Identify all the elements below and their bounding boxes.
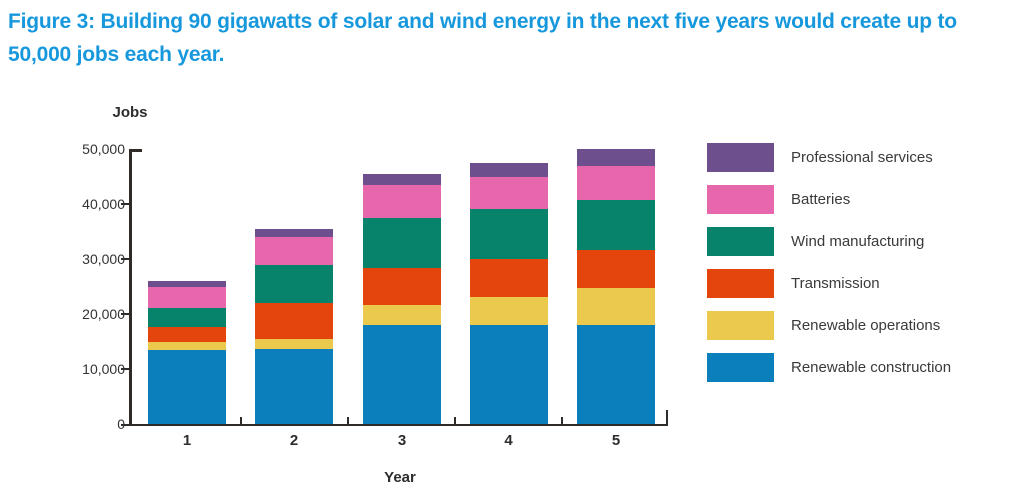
- legend-swatch: [707, 353, 774, 382]
- bar-year-2: [255, 228, 333, 424]
- y-tick-label: 40,000: [82, 196, 125, 213]
- legend-label: Professional services: [791, 149, 933, 166]
- legend-item: Renewable operations: [707, 311, 951, 340]
- bar-segment: [469, 325, 548, 424]
- legend-label: Wind manufacturing: [791, 233, 925, 250]
- x-tick-label: 3: [397, 432, 407, 449]
- x-tick-label: 4: [504, 432, 513, 449]
- x-tick: [239, 416, 242, 424]
- bar-segment: [577, 288, 655, 326]
- bar-segment: [363, 185, 441, 218]
- legend-label: Renewable operations: [791, 317, 941, 334]
- y-tick: [121, 203, 129, 206]
- bar-segment: [148, 326, 226, 343]
- figure-title: Figure 3: Building 90 gigawatts of solar…: [8, 5, 1020, 71]
- bar-segment: [255, 338, 333, 350]
- bar-segment: [363, 267, 441, 306]
- bar-year-1: [148, 281, 226, 424]
- bar-year-5: [577, 149, 655, 424]
- bar-segment: [255, 237, 333, 265]
- x-tick-label: 5: [611, 432, 621, 449]
- x-axis-title: Year: [384, 469, 416, 486]
- bar-segment: [148, 281, 226, 287]
- x-tick-label: 1: [182, 432, 192, 449]
- x-tick: [347, 416, 349, 424]
- legend-label: Renewable construction: [791, 359, 952, 376]
- bar-segment: [469, 176, 548, 209]
- bar-segment: [469, 163, 548, 177]
- bar-segment: [148, 286, 226, 309]
- bar-year-4: [469, 163, 548, 424]
- legend-item: Renewable construction: [707, 353, 951, 382]
- x-axis-end-stub: [665, 410, 668, 424]
- bar-segment: [255, 228, 333, 238]
- y-tick: [121, 368, 129, 371]
- legend-item: Batteries: [707, 185, 951, 214]
- x-tick: [454, 416, 457, 424]
- y-axis-line: [129, 149, 132, 424]
- legend-swatch: [707, 227, 774, 256]
- legend-item: Professional services: [707, 143, 951, 172]
- y-tick-label: 30,000: [82, 251, 125, 268]
- legend-item: Transmission: [707, 269, 951, 298]
- bar-segment: [255, 349, 333, 424]
- bar-segment: [577, 249, 655, 289]
- bar-segment: [577, 165, 655, 200]
- legend-label: Transmission: [791, 275, 880, 292]
- bar-segment: [363, 325, 441, 424]
- bar-segment: [363, 217, 441, 268]
- legend-label: Batteries: [791, 191, 851, 208]
- y-tick: [121, 258, 129, 261]
- bar-segment: [577, 149, 655, 166]
- chart-legend: Professional services Batteries Wind manuf…: [707, 143, 951, 395]
- y-tick-label: 0: [117, 416, 125, 432]
- legend-swatch: [707, 269, 774, 298]
- bar-segment: [469, 297, 548, 326]
- x-tick: [561, 416, 564, 424]
- x-axis-line: [121, 423, 668, 426]
- bar-segment: [469, 208, 548, 260]
- bar-segment: [148, 342, 226, 350]
- y-axis-top-stub: [129, 149, 142, 152]
- bar-segment: [577, 325, 655, 424]
- bar-segment: [469, 259, 548, 298]
- y-tick-label: 20,000: [82, 306, 125, 323]
- bar-segment: [363, 174, 441, 185]
- legend-swatch: [707, 143, 774, 172]
- y-tick-label: 10,000: [82, 361, 125, 378]
- bar-segment: [148, 349, 226, 424]
- bar-segment: [255, 303, 333, 339]
- legend-swatch: [707, 311, 774, 340]
- figure-title-line-2: 50,000 jobs each year.: [8, 43, 225, 66]
- bar-segment: [577, 199, 655, 250]
- figure-title-line-1: Figure 3: Building 90 gigawatts of solar…: [8, 10, 957, 33]
- legend-swatch: [707, 185, 774, 214]
- bar-segment: [148, 308, 226, 327]
- bar-segment: [255, 264, 333, 304]
- y-tick: [121, 313, 129, 316]
- y-axis-title: Jobs: [112, 104, 148, 121]
- bar-segment: [363, 305, 441, 326]
- x-tick-label: 2: [289, 432, 299, 449]
- y-tick-label: 50,000: [82, 141, 125, 158]
- bar-year-3: [363, 174, 441, 424]
- legend-item: Wind manufacturing: [707, 227, 951, 256]
